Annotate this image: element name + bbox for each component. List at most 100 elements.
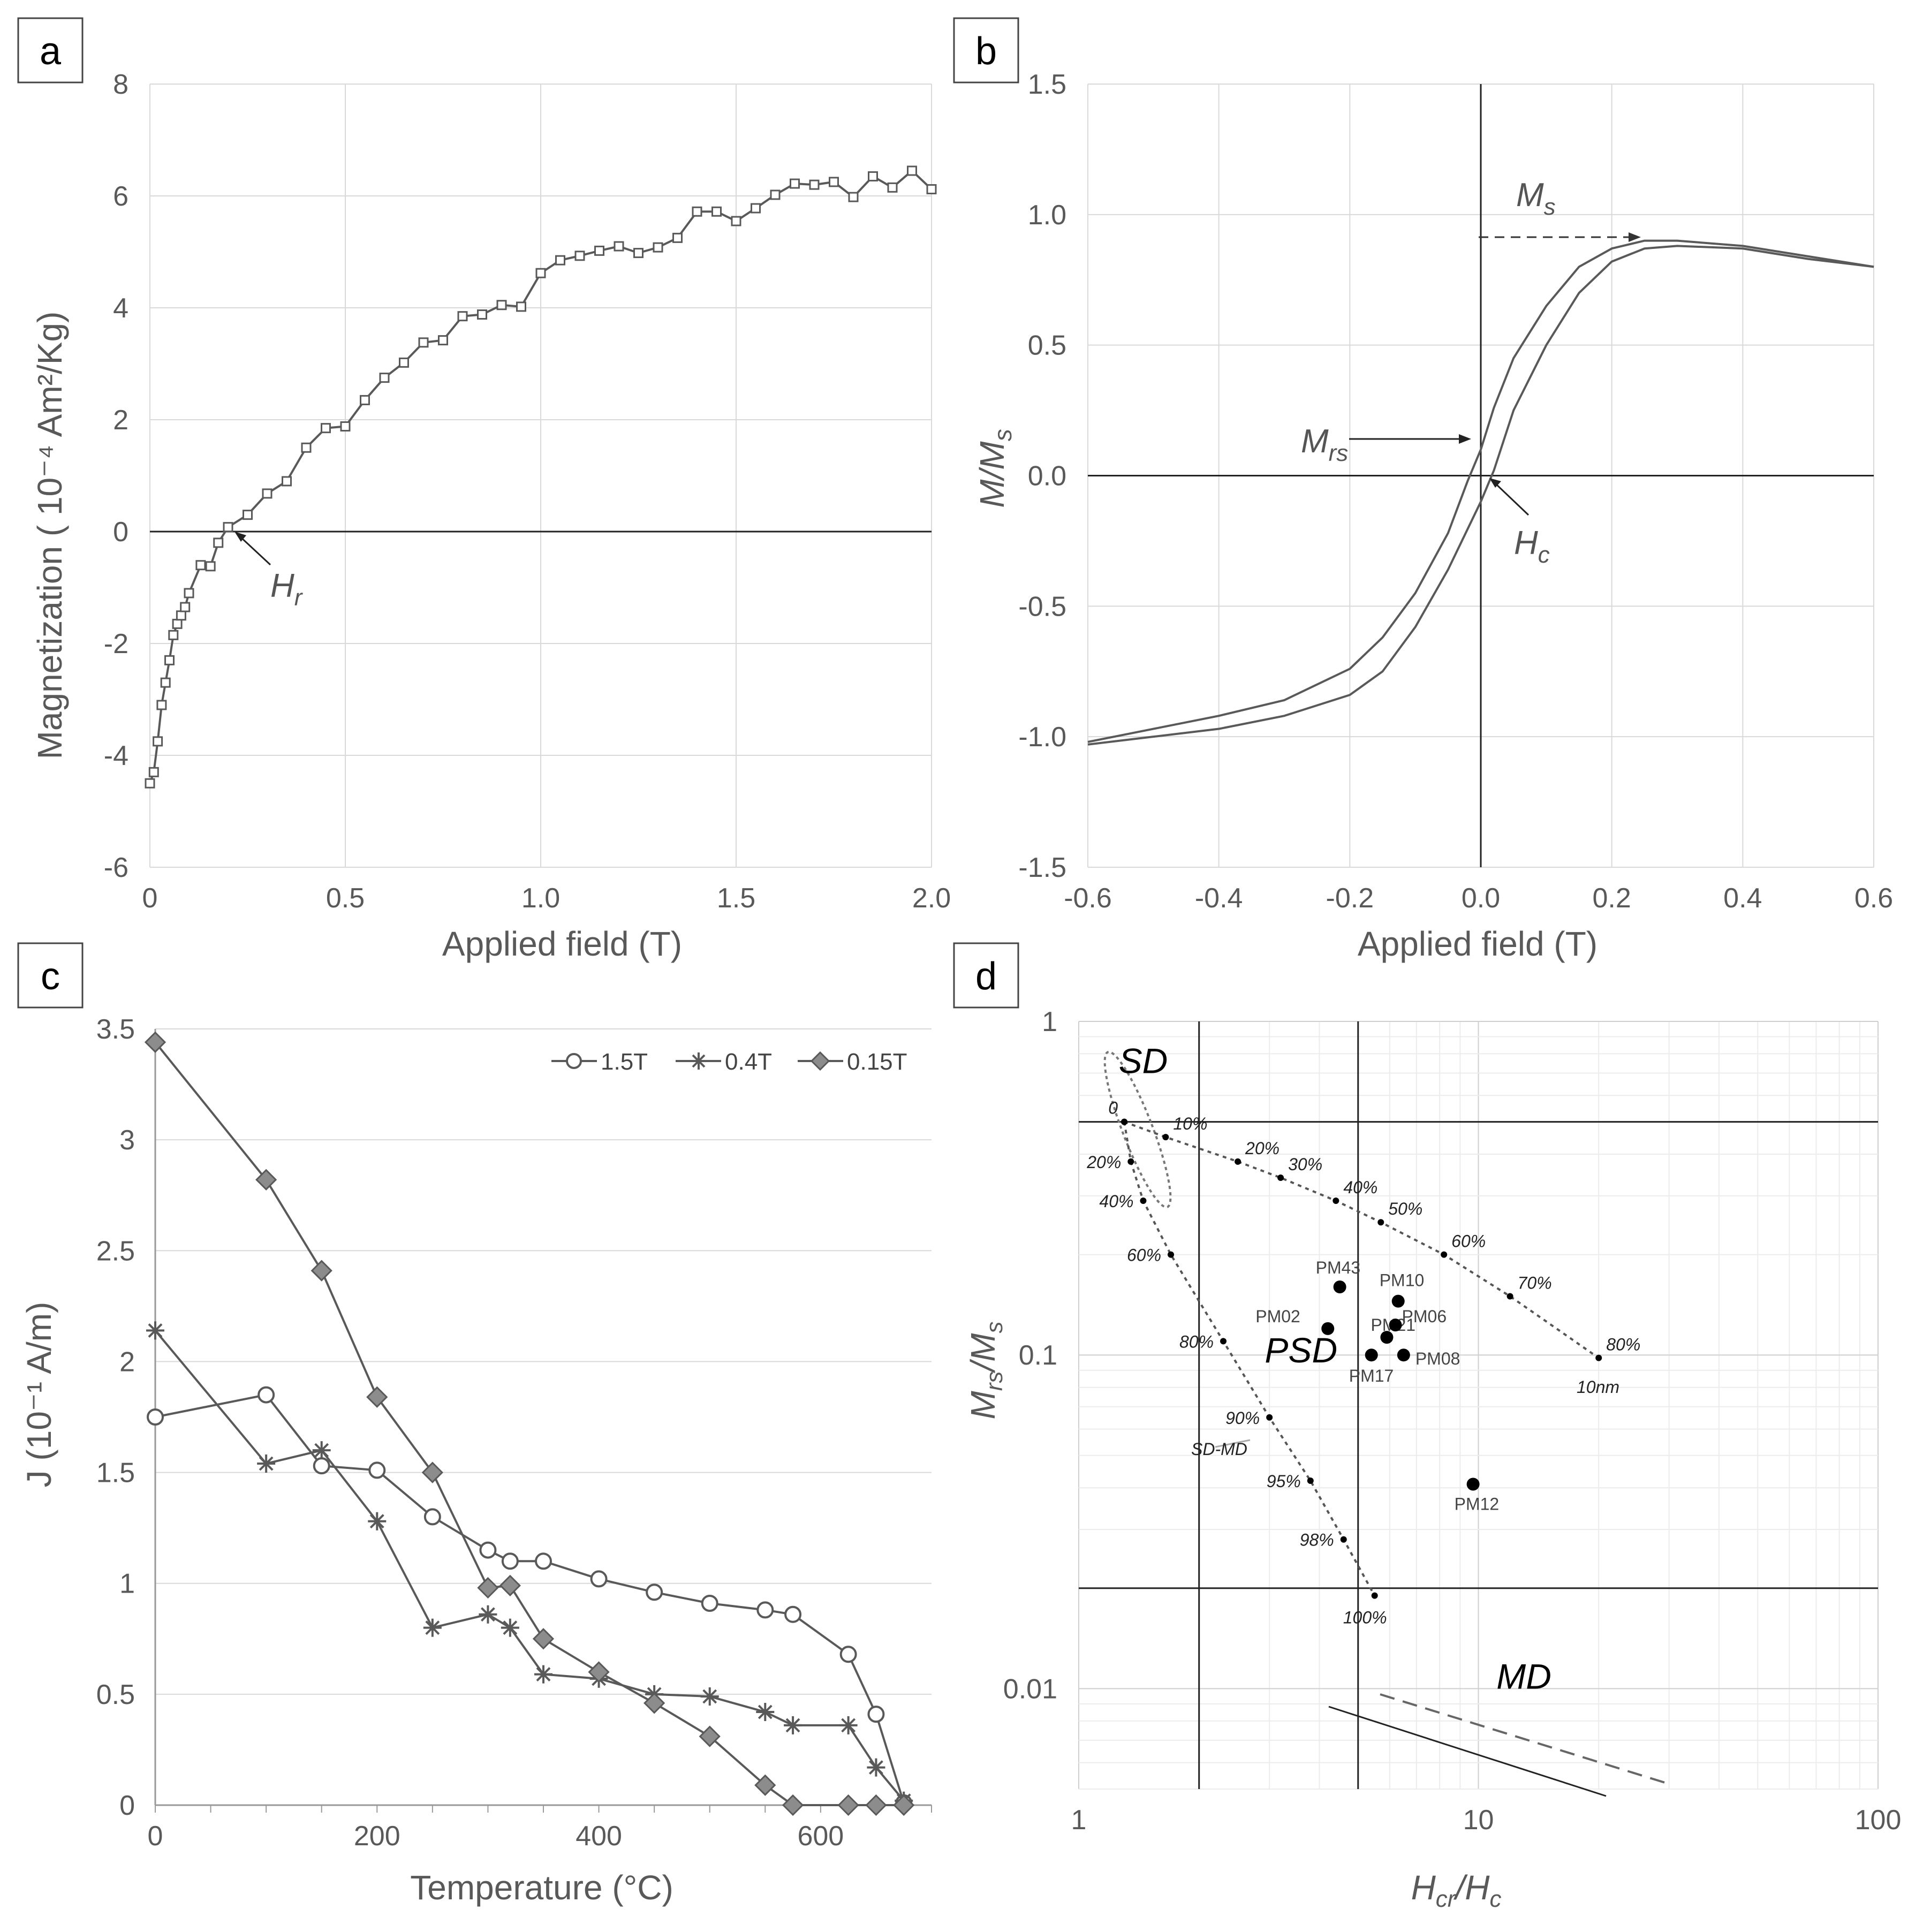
legend-label-1-5t: 1.5T [601, 1049, 648, 1075]
hc-arrowhead [1489, 478, 1501, 488]
a-data-point [223, 522, 233, 533]
a-y-tick-label: -2 [104, 628, 128, 660]
hr-label: Hr [270, 567, 304, 611]
b-x-tick-label: 0.6 [1854, 883, 1893, 914]
hc-arrow [1494, 482, 1530, 516]
panel-d-region-labels: SD PSD MD [1119, 1041, 1551, 1696]
b-hysteresis-branch-1 [1087, 239, 1874, 743]
d-percent-label: 100% [1343, 1608, 1387, 1627]
c-line-1-5t [155, 1393, 905, 1804]
sample-point-pm17 [1365, 1348, 1378, 1362]
c-point-0-4t [867, 1758, 885, 1777]
a-data-point [184, 588, 194, 598]
panel-b-y-label: M/Ms [973, 429, 1017, 507]
c-y-tick-label: 1.5 [96, 1458, 135, 1489]
a-data-point [535, 268, 546, 278]
d-percent-label: 80% [1606, 1335, 1640, 1354]
c-x-tick-label: 200 [354, 1821, 400, 1852]
c-point-1-5t [784, 1605, 802, 1623]
a-data-point [321, 423, 331, 434]
a-data-point [301, 442, 312, 453]
c-point-1-5t [147, 1408, 164, 1426]
b-y-tick-label: -1.5 [1018, 852, 1066, 883]
c-point-1-5t [867, 1706, 885, 1723]
c-point-0-15t [754, 1774, 776, 1796]
panel-b-letter-box [953, 17, 1019, 84]
d-curve-point [1121, 1118, 1128, 1125]
a-data-point [243, 510, 253, 520]
panel-a-y-label: Magnetization ( 10⁻⁴ Am²/Kg) [31, 312, 69, 760]
c-x-tick-label: 400 [576, 1821, 622, 1852]
a-y-tick-label: 8 [113, 69, 128, 100]
panel-c-letter: c [41, 955, 60, 998]
sample-point-pm12 [1466, 1478, 1480, 1491]
a-data-point [457, 311, 468, 322]
a-data-point [770, 190, 781, 200]
b-x-tick-label: 0.2 [1593, 883, 1631, 914]
c-point-1-5t [590, 1570, 608, 1588]
c-point-0-4t [423, 1618, 442, 1637]
c-point-0-4t [839, 1716, 858, 1734]
panel-c-axes [154, 1029, 932, 1813]
b-hysteresis-branch-2 [1087, 245, 1874, 746]
a-data-point [516, 301, 526, 312]
region-label-md: MD [1496, 1656, 1551, 1696]
c-point-0-4t [146, 1321, 164, 1340]
panel-a-gridlines [149, 84, 932, 868]
d-curve-point [1235, 1158, 1241, 1165]
c-y-tick-label: 3 [119, 1125, 135, 1156]
legend-diamond-marker [810, 1051, 830, 1071]
d-curve-point [1371, 1592, 1378, 1599]
panel-b-letter: b [975, 30, 997, 73]
a-data-point [555, 255, 565, 266]
d-percent-label: 98% [1300, 1531, 1334, 1550]
c-point-1-5t [313, 1457, 330, 1475]
c-point-0-15t [893, 1794, 915, 1816]
d-percent-label: 40% [1099, 1192, 1133, 1211]
b-y-tick-label: 1.5 [1028, 69, 1066, 100]
c-point-0-4t [479, 1605, 497, 1624]
panel-d-x-tick-labels: 1 10 100 [1071, 1805, 1902, 1836]
a-data-point [180, 602, 191, 612]
a-data-point [438, 335, 448, 346]
a-data-point [751, 203, 761, 214]
c-x-tick-label: 600 [797, 1821, 844, 1852]
a-data-point [360, 395, 370, 405]
d-percent-label: 20% [1245, 1139, 1280, 1158]
b-x-tick-label: 0.4 [1723, 883, 1762, 914]
c-point-0-15t [477, 1577, 499, 1599]
d-percent-label: 50% [1388, 1199, 1422, 1218]
hr-arrow [239, 535, 271, 566]
d-curve-point [1140, 1198, 1147, 1204]
panel-a-letter-box [17, 17, 84, 84]
c-point-1-5t [479, 1541, 497, 1559]
c-y-tick-label: 2.5 [96, 1236, 135, 1267]
d-y-tick-label: 0.1 [1019, 1340, 1057, 1371]
c-y-tick-label: 2 [119, 1346, 135, 1377]
c-point-1-5t [701, 1595, 718, 1612]
panel-c: c 0 200 400 600 0 0.5 1 1.5 2 2.5 3 3.5 1.5T 0.4T … [17, 942, 932, 1907]
panel-a-x-label: Applied field (T) [442, 925, 682, 963]
d-percent-label: 10% [1173, 1114, 1207, 1133]
d-curve-point [1168, 1251, 1175, 1258]
d-curve-point [1377, 1219, 1384, 1226]
c-point-1-5t [423, 1508, 441, 1526]
d-curve-1 [1124, 1120, 1600, 1359]
b-x-tick-label: -0.4 [1195, 883, 1243, 914]
d-percent-label: 90% [1225, 1408, 1260, 1428]
d-curve-point [1127, 1158, 1134, 1165]
d-y-tick-label: 0.01 [1003, 1673, 1057, 1704]
b-y-tick-label: 0.0 [1028, 461, 1066, 492]
b-x-tick-label: -0.2 [1326, 883, 1374, 914]
a-data-point [868, 171, 878, 181]
d-x-tick-label: 10 [1463, 1805, 1494, 1836]
c-x-tick-label: 0 [148, 1821, 163, 1852]
a-data-point [148, 767, 159, 777]
a-data-point [692, 206, 702, 217]
c-point-0-4t [534, 1665, 552, 1684]
a-y-tick-label: 4 [113, 293, 128, 324]
panel-b-series [1087, 239, 1874, 746]
sample-point-pm43 [1333, 1280, 1346, 1293]
panel-c-legend: 1.5T 0.4T 0.15T [551, 1049, 907, 1075]
